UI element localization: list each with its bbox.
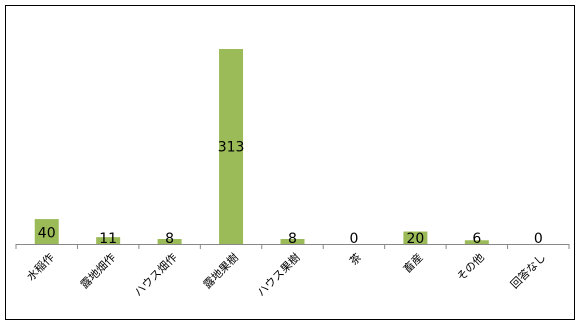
data-label: 40 xyxy=(38,226,56,242)
bar xyxy=(96,237,121,244)
category-label: その他 xyxy=(454,251,487,284)
bar xyxy=(219,49,244,244)
data-label: 0 xyxy=(349,231,358,247)
category-label: ハウス果樹 xyxy=(255,251,303,299)
data-label: 8 xyxy=(288,231,297,247)
category-label: 畜産 xyxy=(400,250,425,275)
bar-chart: 40 11 8 313 8 0 20 6 0 水稲作 露地畑作 ハウス畑作 露地果樹 ハウス果樹 茶 畜産 そ… xyxy=(15,49,570,299)
category-label: 茶 xyxy=(347,251,364,268)
bar xyxy=(157,239,182,244)
category-label: 露地果樹 xyxy=(201,251,241,291)
category-label: ハウス畑作 xyxy=(132,251,180,299)
data-label: 0 xyxy=(534,231,543,247)
category-label: 水稲作 xyxy=(24,251,57,284)
data-label: 20 xyxy=(406,231,424,247)
data-labels: 40 11 8 313 8 0 20 6 0 xyxy=(38,140,543,248)
category-label: 回答なし xyxy=(507,250,548,291)
data-label: 313 xyxy=(218,140,245,156)
category-labels: 水稲作 露地畑作 ハウス畑作 露地果樹 ハウス果樹 茶 畜産 その他 回答なし xyxy=(24,250,548,299)
bars-layer xyxy=(34,49,489,244)
bar xyxy=(464,240,489,244)
data-label: 11 xyxy=(99,231,117,247)
bar xyxy=(403,231,428,244)
chart-frame: 40 11 8 313 8 0 20 6 0 水稲作 露地畑作 ハウス畑作 露地果樹 ハウス果樹 茶 畜産 そ… xyxy=(5,5,575,320)
data-label: 6 xyxy=(472,231,481,247)
bar xyxy=(280,239,305,244)
bar xyxy=(34,219,59,244)
x-axis-ticks xyxy=(15,244,570,249)
data-label: 8 xyxy=(165,231,174,247)
category-label: 露地畑作 xyxy=(78,251,118,291)
